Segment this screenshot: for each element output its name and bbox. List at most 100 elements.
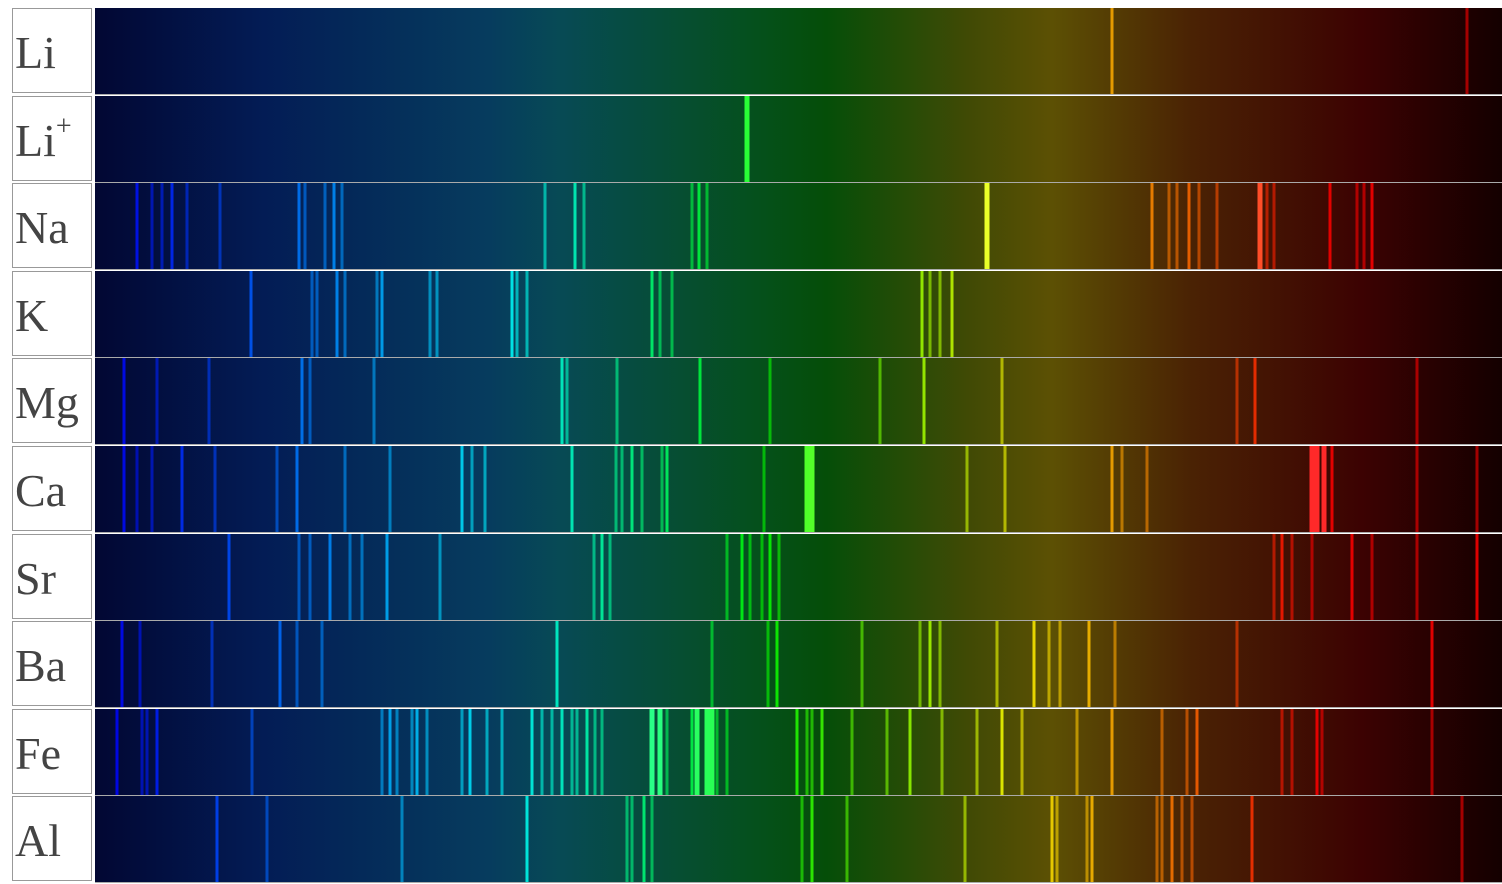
- emission-line: [1476, 534, 1479, 621]
- emission-line: [344, 271, 347, 358]
- emission-line: [966, 446, 969, 533]
- emission-line: [228, 534, 231, 621]
- emission-line: [329, 534, 332, 621]
- emission-line: [767, 621, 770, 708]
- emission-line: [146, 709, 149, 796]
- emission-line: [296, 621, 299, 708]
- emission-line: [1171, 796, 1174, 883]
- emission-line: [561, 358, 564, 445]
- emission-line: [846, 796, 849, 883]
- emission-line: [1258, 183, 1263, 270]
- emission-line: [426, 709, 429, 796]
- emission-line: [344, 446, 347, 533]
- emission-line: [1329, 183, 1332, 270]
- emission-line: [811, 796, 814, 883]
- emission-line: [939, 271, 942, 358]
- emission-line: [321, 621, 324, 708]
- emission-line: [609, 534, 612, 621]
- spectrum: [95, 534, 1502, 621]
- emission-line: [666, 709, 669, 796]
- emission-line: [461, 446, 464, 533]
- emission-line: [1001, 709, 1004, 796]
- emission-line: [964, 796, 967, 883]
- emission-line: [181, 446, 184, 533]
- emission-line: [511, 271, 514, 358]
- emission-line: [1059, 621, 1062, 708]
- emission-line: [1431, 709, 1434, 796]
- emission-line: [556, 621, 559, 708]
- emission-line: [1291, 534, 1294, 621]
- emission-line: [298, 534, 301, 621]
- emission-line: [601, 534, 604, 621]
- emission-line: [469, 709, 472, 796]
- emission-line: [919, 621, 922, 708]
- spectrum-row: K: [12, 271, 1502, 358]
- spectrum: [95, 271, 1502, 358]
- emission-line: [1114, 621, 1117, 708]
- emission-line: [666, 446, 669, 533]
- element-label: Al: [12, 796, 92, 881]
- emission-line: [266, 796, 269, 883]
- emission-line: [1273, 183, 1276, 270]
- spectrum: [95, 358, 1502, 445]
- emission-line: [1088, 621, 1091, 708]
- emission-line: [1316, 709, 1319, 796]
- element-symbol: Ba: [15, 640, 66, 691]
- emission-line: [1236, 358, 1239, 445]
- emission-line: [651, 796, 654, 883]
- emission-line: [1051, 796, 1054, 883]
- emission-line: [486, 709, 489, 796]
- emission-line: [1198, 183, 1201, 270]
- emission-line: [706, 183, 709, 270]
- emission-line: [929, 621, 932, 708]
- emission-line: [151, 183, 154, 270]
- emission-line: [861, 621, 864, 708]
- emission-line: [1216, 183, 1219, 270]
- emission-line: [361, 534, 364, 621]
- emission-line: [516, 271, 519, 358]
- emission-line: [586, 709, 589, 796]
- spectrum-background: [95, 271, 1502, 358]
- emission-line: [311, 271, 314, 358]
- element-symbol: Sr: [15, 553, 56, 604]
- emission-line: [279, 621, 282, 708]
- emission-line: [316, 271, 319, 358]
- emission-line: [593, 534, 596, 621]
- emission-line: [985, 183, 990, 270]
- emission-line: [1111, 8, 1114, 95]
- emission-line: [576, 709, 579, 796]
- emission-line: [561, 709, 564, 796]
- element-symbol: Mg: [15, 377, 79, 428]
- spectrum-row: Li: [12, 8, 1502, 95]
- element-symbol: Li: [15, 27, 56, 78]
- emission-line: [526, 271, 529, 358]
- emission-line: [1186, 709, 1189, 796]
- emission-line: [761, 534, 764, 621]
- emission-line: [551, 709, 554, 796]
- emission-line: [1004, 446, 1007, 533]
- emission-line: [1188, 183, 1191, 270]
- spectra-figure: LiLi+NaKMgCaSrBaFeAl: [0, 0, 1502, 884]
- emission-line: [309, 358, 312, 445]
- spectrum-row: Al: [12, 796, 1502, 883]
- emission-line: [386, 534, 389, 621]
- emission-line: [1191, 796, 1194, 883]
- emission-line: [776, 621, 779, 708]
- emission-line: [1281, 709, 1284, 796]
- emission-line: [401, 796, 404, 883]
- emission-line: [396, 709, 399, 796]
- emission-line: [298, 183, 301, 270]
- emission-line: [123, 446, 126, 533]
- emission-line: [806, 709, 809, 796]
- emission-line: [1076, 709, 1079, 796]
- emission-line: [1111, 446, 1114, 533]
- emission-line: [411, 709, 414, 796]
- emission-line: [621, 446, 624, 533]
- emission-line: [526, 796, 529, 883]
- emission-line: [1033, 621, 1036, 708]
- emission-line: [643, 796, 646, 883]
- emission-line: [698, 183, 701, 270]
- emission-line: [136, 446, 139, 533]
- spectrum: [95, 183, 1502, 270]
- element-symbol: Ca: [15, 465, 66, 516]
